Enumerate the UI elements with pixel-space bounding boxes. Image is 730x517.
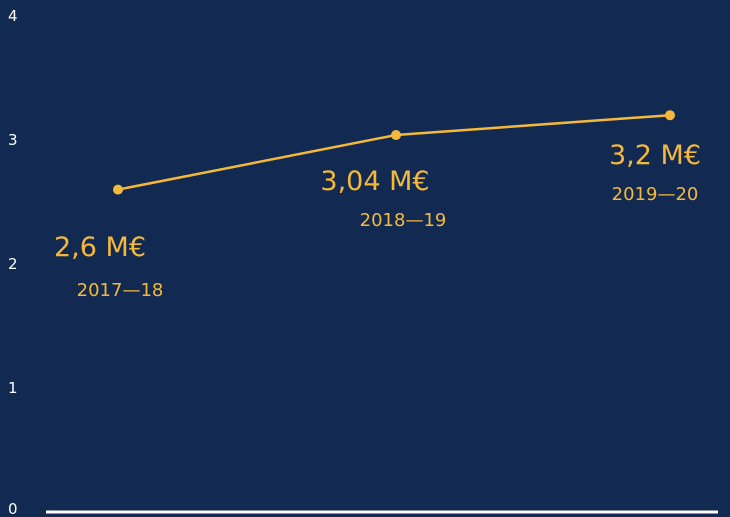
category-label-2: 2018—19 <box>360 210 447 231</box>
category-label-1: 2017—18 <box>77 280 164 301</box>
data-point-3 <box>665 110 675 121</box>
data-point-2 <box>391 130 401 141</box>
y-axis-ticks: 0 1 2 3 4 <box>8 7 18 517</box>
y-tick-label-4: 4 <box>8 7 18 25</box>
y-tick-label-3: 3 <box>8 131 18 149</box>
y-tick-label-0: 0 <box>8 500 18 517</box>
category-label-3: 2019—20 <box>612 184 699 205</box>
data-label-value-2: 3,04 M€ <box>320 166 429 197</box>
data-labels: 2,6 M€ 2017—18 3,04 M€ 2018—19 3,2 M€ 2019—20 <box>54 140 701 301</box>
data-label-value-3: 3,2 M€ <box>609 140 701 171</box>
data-points <box>113 110 675 195</box>
y-tick-label-2: 2 <box>8 255 18 273</box>
y-tick-label-1: 1 <box>8 379 18 397</box>
data-label-value-1: 2,6 M€ <box>54 232 146 263</box>
data-point-1 <box>113 184 123 195</box>
